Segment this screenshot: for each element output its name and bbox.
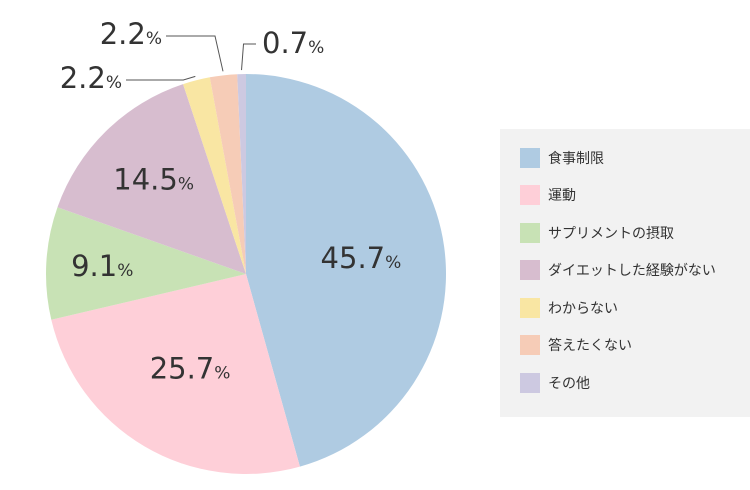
legend-label: わからない <box>548 301 618 317</box>
legend-label: サプリメントの摂取 <box>548 226 674 242</box>
legend-item-other: その他 <box>520 373 590 393</box>
legend-swatch <box>520 335 540 355</box>
slice-never-dieted <box>57 84 246 274</box>
legend-label: ダイエットした経験がない <box>548 263 716 279</box>
slice-diet <box>246 74 446 467</box>
chart-legend: 食事制限 運動 サプリメントの摂取 ダイエットした経験がない わからない 答えた… <box>500 129 750 417</box>
legend-item-exercise: 運動 <box>520 185 576 205</box>
legend-item-dont-know: わからない <box>520 298 618 318</box>
legend-swatch <box>520 373 540 393</box>
slice-other <box>237 74 246 274</box>
legend-swatch <box>520 260 540 280</box>
legend-label: 運動 <box>548 188 576 204</box>
data-label-no-answer: 2.2% <box>100 17 162 51</box>
data-label-dont-know: 2.2% <box>60 61 122 95</box>
legend-label: 答えたくない <box>548 338 632 354</box>
leader-line <box>241 43 256 71</box>
leader-line <box>126 75 196 81</box>
legend-swatch <box>520 298 540 318</box>
legend-item-never-dieted: ダイエットした経験がない <box>520 260 716 280</box>
legend-label: その他 <box>548 376 590 392</box>
leader-line <box>166 35 224 72</box>
slice-dont-know <box>183 77 246 274</box>
legend-swatch <box>520 185 540 205</box>
slice-exercise <box>51 274 300 474</box>
legend-item-no-answer: 答えたくない <box>520 335 632 355</box>
data-label-diet: 45.7% <box>321 241 402 275</box>
data-label-other: 0.7% <box>262 26 324 60</box>
legend-swatch <box>520 223 540 243</box>
slice-no-answer <box>209 74 246 274</box>
legend-swatch <box>520 148 540 168</box>
data-label-never-dieted: 14.5% <box>113 163 194 197</box>
legend-item-diet: 食事制限 <box>520 148 604 168</box>
data-label-exercise: 25.7% <box>150 352 231 386</box>
slice-supplements <box>46 207 246 320</box>
data-label-supplements: 9.1% <box>71 249 133 283</box>
legend-label: 食事制限 <box>548 151 604 167</box>
legend-item-supplements: サプリメントの摂取 <box>520 223 674 243</box>
